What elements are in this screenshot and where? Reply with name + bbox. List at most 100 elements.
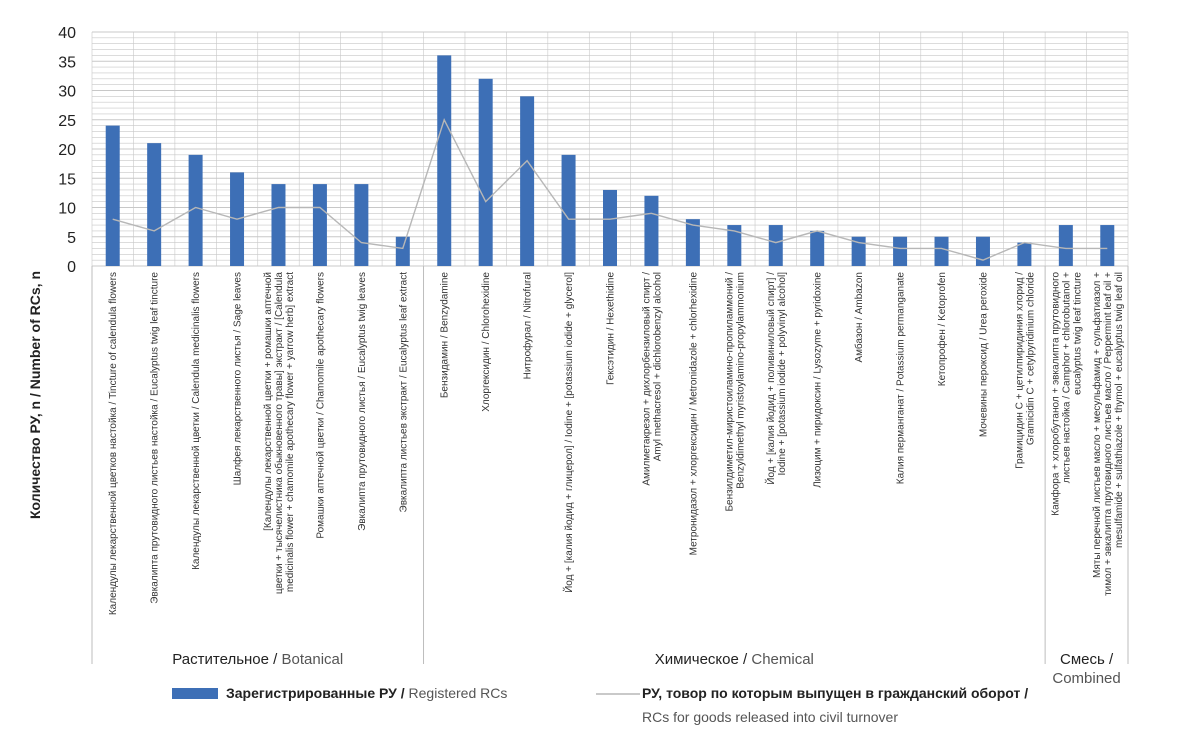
category-label-line: листьев настойка / Camphor + chlorobutan… <box>1061 272 1072 483</box>
bar <box>105 125 120 266</box>
category-label-line: Amyl methacresol + dichlorobenzyl alcoho… <box>652 272 663 461</box>
bar <box>603 189 617 266</box>
category-label: Мяты перечной листьев масло + месульфами… <box>1091 272 1125 596</box>
y-tick-label: 10 <box>58 201 76 218</box>
bar <box>1100 225 1115 266</box>
category-label-line: Амилметакрезол + дихлорбензиловый спирт … <box>640 272 652 486</box>
category-label-line: Мяты перечной листьев масло + месульфами… <box>1091 272 1103 578</box>
bar <box>561 154 576 266</box>
y-axis-ticks: 0 5 10 15 20 25 30 35 40 <box>58 25 76 276</box>
y-tick-label: 25 <box>58 113 76 130</box>
category-label-line: Грамицидин С + цетилпиридиния хлорид / <box>1014 272 1025 469</box>
category-label: Хлоргексидин / Chlorohexidine <box>481 272 492 412</box>
legend-bar-swatch <box>172 688 218 699</box>
category-label: Йод + [калия йодид + поливиниловый спирт… <box>764 272 788 485</box>
group-label: Растительное / Botanical <box>172 651 343 668</box>
category-label-line: Gramicidin C + cetylpyridinium chloride <box>1025 272 1036 446</box>
line-series <box>112 117 1108 261</box>
y-tick-label: 0 <box>67 259 76 276</box>
y-tick-label: 40 <box>58 25 76 42</box>
category-label-line: Йод + [калия йодид + глицерол] / Iodine … <box>562 272 575 593</box>
category-label-line: Бензилдиметил-миристоиламино-пропиламмон… <box>724 272 735 512</box>
category-label-line: Benzyldimethyl myristoylamino-propylammo… <box>735 272 746 489</box>
bar <box>934 236 949 266</box>
category-label-line: Эвкалипта прутовидного листьев настойка … <box>150 272 161 604</box>
category-label: Кетопрофен / Ketoprofen <box>936 272 948 386</box>
group-labels: Растительное / Botanical Химическое / Che… <box>91 266 1129 687</box>
category-label-line: [Календулы лекарственной цветки + ромашк… <box>263 272 274 531</box>
category-label-line: Эвкалипта прутовидного листья / Eucalypt… <box>357 272 368 531</box>
legend: Зарегистрированные РУ / Registered RCs Р… <box>172 685 1028 725</box>
legend-bar-label: Зарегистрированные РУ / Registered RCs <box>226 685 507 701</box>
bar <box>147 143 162 266</box>
bar <box>188 154 203 266</box>
y-tick-label: 15 <box>58 171 76 188</box>
category-label: Камфора + хлоробутанол + эвкалипта пруто… <box>1049 272 1083 516</box>
group-label: Химическое / Chemical <box>655 651 814 668</box>
category-label-line: Хлоргексидин / Chlorohexidine <box>481 272 492 412</box>
bar <box>851 236 866 266</box>
category-label-line: Кетопрофен / Ketoprofen <box>936 272 948 386</box>
category-label: Гексэтидин / Hexethidine <box>606 272 617 385</box>
category-label-line: Бензидамин / Benzydamine <box>440 272 451 399</box>
y-axis-label: Количество РУ, n / Number of RCs, n <box>27 271 43 519</box>
category-label: Ромашки аптечной цветки / Chamomile apot… <box>315 272 326 539</box>
category-label-line: eucalyptus twig leaf tincture <box>1072 272 1083 395</box>
category-label-line: Лизоцим + пиридоксин / Lysozyme + pyrido… <box>813 272 824 488</box>
legend-line-label-en: RCs for goods released into civil turnov… <box>642 709 898 725</box>
y-tick-label: 35 <box>58 54 76 71</box>
category-label: Эвкалипта прутовидного листьев настойка … <box>150 272 161 604</box>
category-label: Мочевины пероксид / Urea peroxide <box>979 272 990 438</box>
category-label-line: Iodine + [potassium iodide + polyvinyl a… <box>777 272 788 476</box>
category-label: [Календулы лекарственной цветки + ромашк… <box>263 272 296 595</box>
category-label: Бензилдиметил-миристоиламино-пропиламмон… <box>724 272 746 512</box>
bar <box>768 225 783 266</box>
category-label-line: Календулы лекарственной цветки / Calendu… <box>191 272 202 570</box>
category-label: Календулы лекарственной цветки / Calendu… <box>191 272 202 570</box>
bar <box>644 195 659 266</box>
category-label: Грамицидин С + цетилпиридиния хлорид /Gr… <box>1014 272 1036 469</box>
bar <box>1058 225 1073 266</box>
bar <box>312 184 327 266</box>
category-label-line: mesulfamide + sulfathiazole + thymol + e… <box>1114 272 1125 548</box>
bar <box>437 55 452 267</box>
bar <box>810 230 825 266</box>
category-label: Шалфея лекарственного листья / Sage leav… <box>232 272 244 485</box>
category-label-line: Календулы лекарственной цветков настойка… <box>108 272 119 615</box>
category-labels: Календулы лекарственной цветков настойка… <box>108 272 1125 616</box>
bar <box>395 236 410 266</box>
bar <box>727 225 742 266</box>
bar <box>685 219 700 266</box>
category-label: Калия перманганат / Potassium permangana… <box>896 272 907 485</box>
category-label-line: medicinalis flower + chamomile apothecar… <box>285 272 296 592</box>
group-label: Смесь / <box>1060 651 1114 668</box>
y-tick-label: 20 <box>58 142 76 159</box>
line-series-path <box>112 117 1108 261</box>
category-label: Эвкалипта листьев экстракт / Eucalyptus … <box>398 272 409 513</box>
category-label-line: Гексэтидин / Hexethidine <box>606 272 617 385</box>
legend-line-label: РУ, товор по которым выпущен в гражданск… <box>642 685 1028 701</box>
category-label-line: Ромашки аптечной цветки / Chamomile apot… <box>315 272 326 539</box>
category-label-line: Йод + [калия йодид + поливиниловый спирт… <box>764 272 777 485</box>
category-label-line: Мочевины пероксид / Urea peroxide <box>979 272 990 438</box>
category-label: Эвкалипта прутовидного листья / Eucalypt… <box>357 272 368 531</box>
category-label-line: Амбазон / Ambazon <box>853 272 865 363</box>
category-label: Амилметакрезол + дихлорбензиловый спирт … <box>640 272 663 486</box>
bar <box>354 184 369 266</box>
category-label-line: Эвкалипта листьев экстракт / Eucalyptus … <box>398 272 409 513</box>
bar <box>893 236 908 266</box>
group-label-en: Combined <box>1052 670 1120 687</box>
bar <box>478 78 493 266</box>
category-label-line: Камфора + хлоробутанол + эвкалипта пруто… <box>1049 272 1061 516</box>
category-label: Метронидазол + хлоргексидин / Metronidaz… <box>688 272 699 556</box>
category-label: Нитрофурал / Nitrofural <box>522 272 534 379</box>
category-label: Йод + [калия йодид + глицерол] / Iodine … <box>562 272 575 593</box>
category-label: Бензидамин / Benzydamine <box>440 272 451 399</box>
category-label: Календулы лекарственной цветков настойка… <box>108 272 119 615</box>
category-label-line: Нитрофурал / Nitrofural <box>522 272 534 379</box>
bar <box>271 184 286 266</box>
bar <box>520 96 535 266</box>
bar <box>975 236 990 266</box>
category-label-line: тимол + эвкалипта прутовидного листьев м… <box>1103 272 1114 596</box>
